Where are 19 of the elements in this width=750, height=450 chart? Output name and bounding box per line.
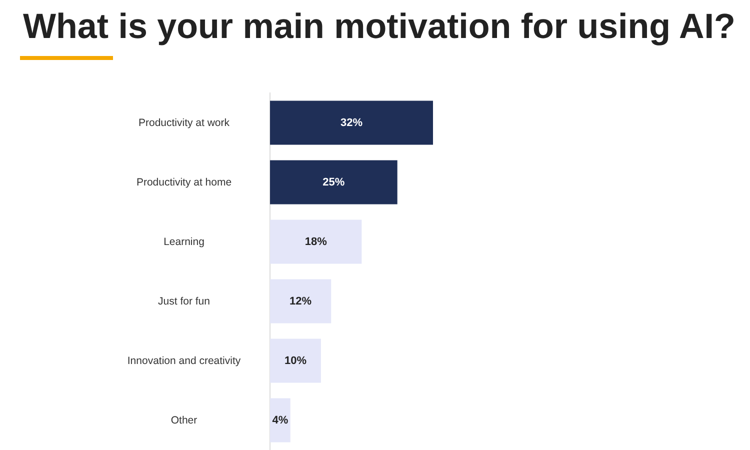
bar [270,160,398,204]
bar [270,338,321,383]
y-tick-label: Other [170,414,198,426]
y-tick-label: Innovation and creativity [127,354,242,367]
y-tick-label: Learning [164,236,205,248]
data-label: 10% [284,354,307,367]
bar [270,398,290,442]
data-label: 25% [322,176,345,188]
data-label: 18% [304,236,328,248]
bar [270,279,332,324]
chart-title: What is your main motivation for using AI? [23,7,736,46]
data-label: 12% [290,295,312,308]
y-tick-label: Just for fun [158,295,210,308]
y-tick-label: Productivity at work [138,116,230,129]
y-tick-label: Productivity at home [136,176,232,188]
data-label: 4% [272,414,288,426]
bar [270,100,433,145]
data-label: 32% [340,116,363,129]
bar [270,220,362,264]
